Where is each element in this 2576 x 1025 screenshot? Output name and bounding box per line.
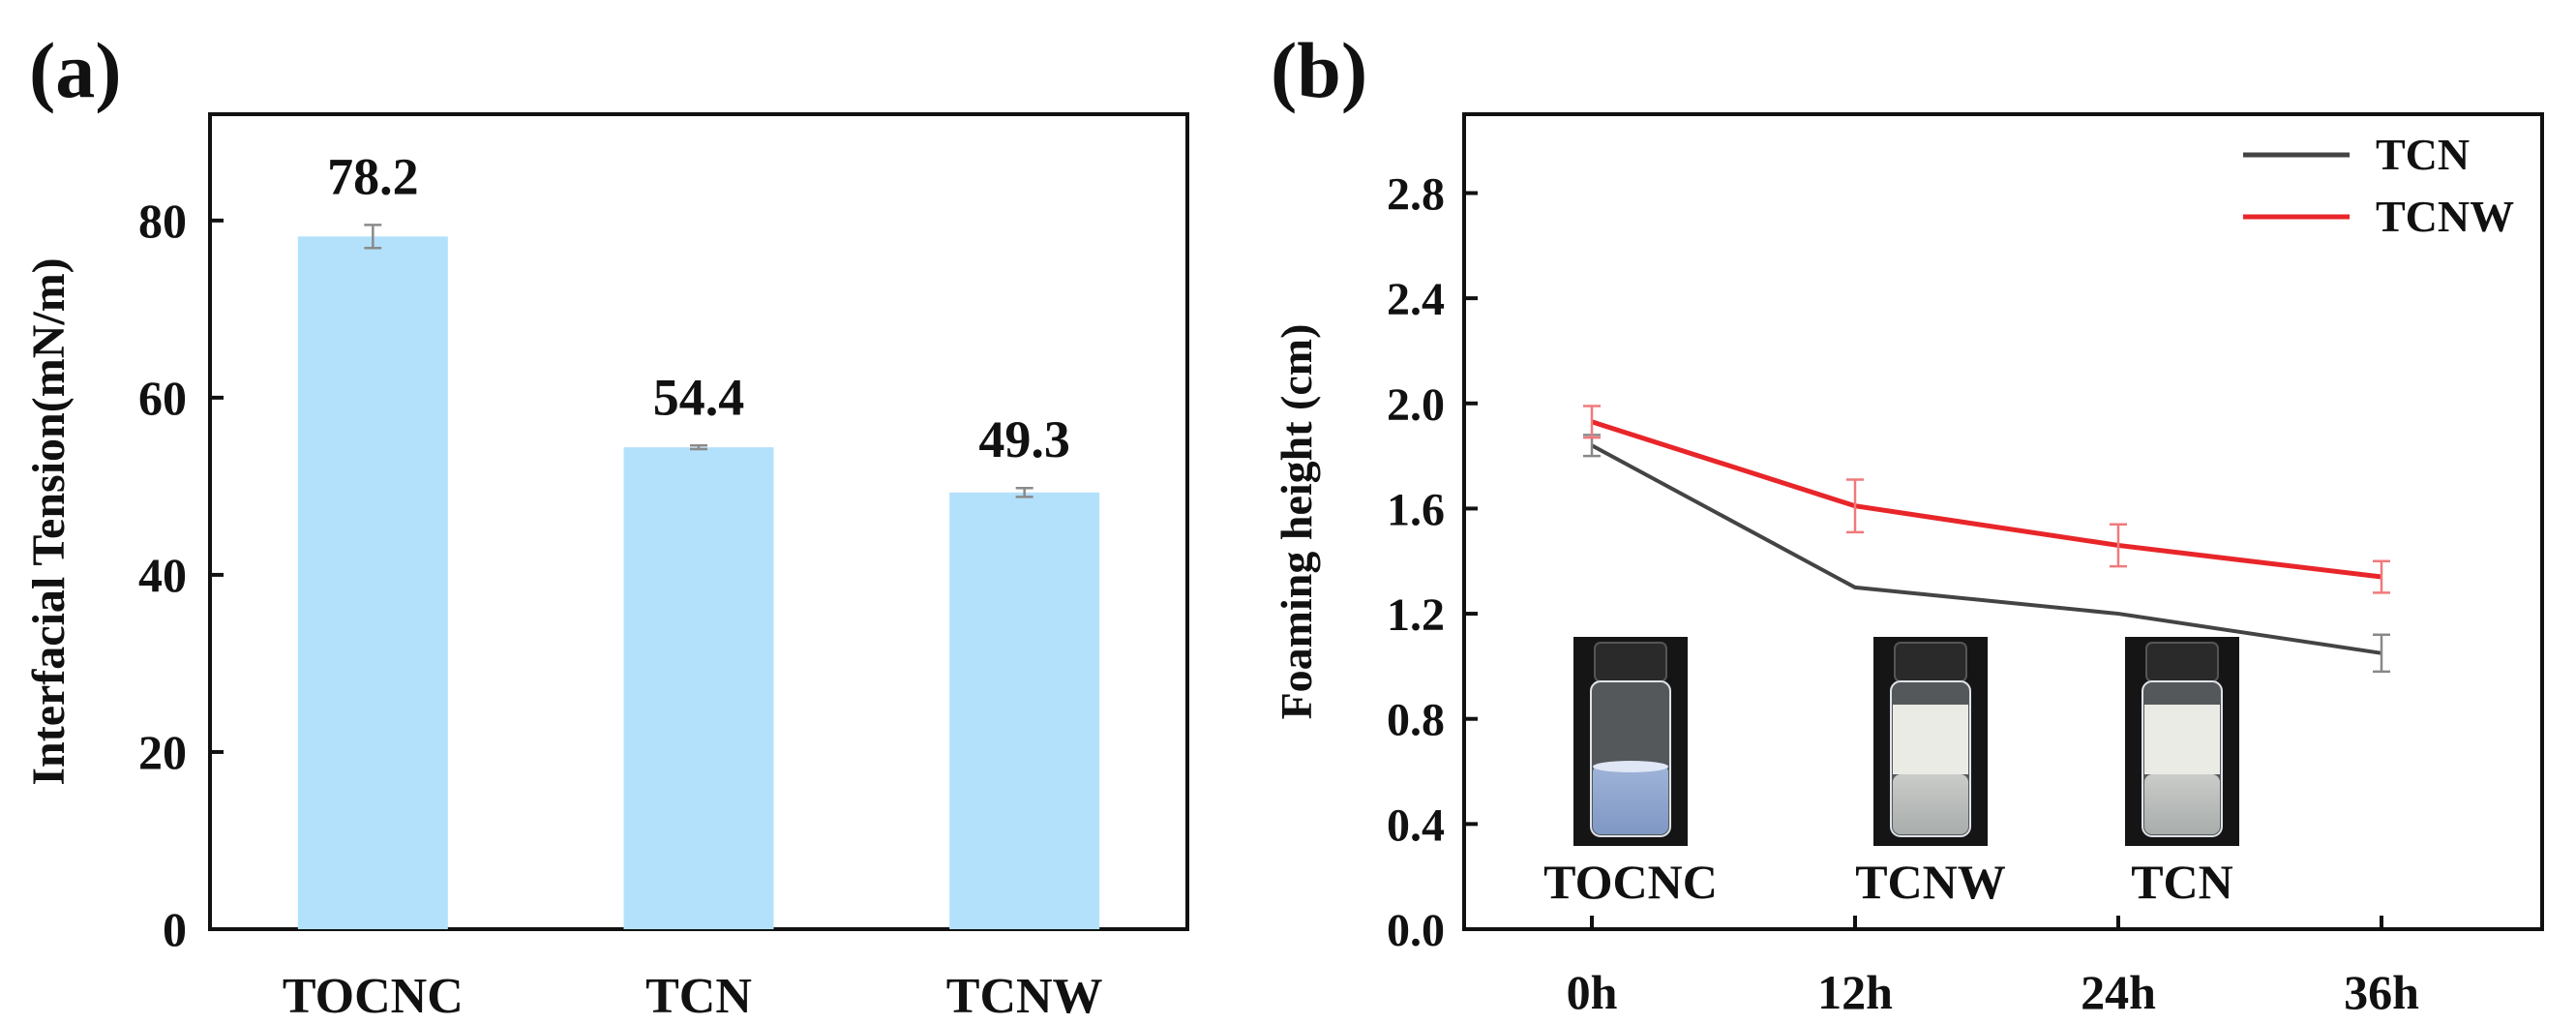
y-tick-label: 0.8 <box>1387 695 1445 746</box>
panel-b-series <box>1583 405 2390 674</box>
panel-b-line-chart: (b) 0.0 0.4 0.8 1.2 1.6 2.0 2.4 2.8 0h 12h 24h 36h… <box>1271 26 2544 1019</box>
y-tick-label: 20 <box>138 725 187 779</box>
legend-label: TCN <box>2376 130 2470 179</box>
error-bar <box>2110 523 2127 568</box>
bar-tcnw <box>949 492 1100 929</box>
y-tick-label: 2.0 <box>1387 379 1445 431</box>
panel-a-y-axis: 0 20 40 60 80 <box>138 194 224 956</box>
x-tick-label: 24h <box>2081 965 2156 1019</box>
error-bar <box>690 444 707 451</box>
y-tick-label: 0.4 <box>1387 799 1445 851</box>
vial-liquid <box>2144 774 2220 834</box>
bar-value-label: 54.4 <box>653 368 745 426</box>
y-tick-label: 0.0 <box>1387 905 1445 956</box>
panel-b-x-axis: 0h 12h 24h 36h <box>1567 916 2419 1019</box>
panel-b-legend: TCN TCNW <box>2243 130 2514 241</box>
vial-liquid <box>1593 765 1668 834</box>
inset-photo-tcn <box>2125 637 2239 846</box>
panel-b-y-axis-title: Foaming height (cm) <box>1272 324 1321 720</box>
inset-photo-tcnw <box>1873 637 1988 846</box>
y-tick-label: 60 <box>138 371 187 425</box>
error-bar <box>364 224 382 250</box>
panel-b-inset-photos: TOCNC TCNW TCN <box>1543 637 2239 909</box>
vial-cap <box>1594 642 1667 682</box>
series-line-tcnw <box>1591 419 2382 580</box>
vial-foam <box>1893 705 1968 774</box>
x-tick-label: 0h <box>1567 965 1618 1019</box>
vial-liquid <box>1893 774 1968 834</box>
error-bar <box>1015 486 1033 498</box>
inset-photo-label: TCNW <box>1855 855 2006 909</box>
y-tick-label: 40 <box>138 548 187 602</box>
x-tick-label: 36h <box>2344 965 2419 1019</box>
panel-a-y-axis-title: Interfacial Tension(mN/m) <box>23 257 75 785</box>
error-bar <box>2373 633 2390 674</box>
series-line-tcn <box>1591 443 2382 655</box>
error-bar <box>1846 478 1864 534</box>
y-tick-label: 2.4 <box>1387 274 1445 325</box>
error-bar <box>1583 405 1601 439</box>
y-tick-label: 2.8 <box>1387 168 1445 220</box>
vial-cap <box>2145 642 2219 682</box>
x-tick-label: TCN <box>645 969 752 1024</box>
inset-photo-label: TCN <box>2131 855 2233 909</box>
y-tick-label: 1.2 <box>1387 589 1445 641</box>
x-tick-label: TCNW <box>946 969 1103 1024</box>
panel-a-bars: 78.2 54.4 49.3 <box>297 147 1100 930</box>
x-tick-label: TOCNC <box>283 969 464 1024</box>
bar-tocnc <box>297 236 448 930</box>
error-bar <box>2373 559 2390 594</box>
legend-label: TCNW <box>2376 192 2514 241</box>
vial-meniscus <box>1593 761 1668 772</box>
bar-value-label: 49.3 <box>978 410 1070 468</box>
y-tick-label: 0 <box>163 902 187 956</box>
panel-a-x-axis: TOCNC TCN TCNW <box>283 969 1103 1024</box>
y-tick-label: 80 <box>138 194 187 248</box>
vial-foam <box>2144 705 2220 774</box>
x-tick-label: 12h <box>1817 965 1893 1019</box>
panel-b-plot-frame <box>1462 112 2544 931</box>
panel-b-y-axis: 0.0 0.4 0.8 1.2 1.6 2.0 2.4 2.8 <box>1387 168 1478 956</box>
y-tick-label: 1.6 <box>1387 484 1445 535</box>
vial-cap <box>1894 642 1967 682</box>
panel-b-label: (b) <box>1271 26 1367 114</box>
inset-photo-tocnc <box>1573 637 1688 846</box>
bar-value-label: 78.2 <box>327 147 419 205</box>
panel-a-label: (a) <box>29 26 122 114</box>
inset-photo-label: TOCNC <box>1543 855 1718 909</box>
bar-tcn <box>623 447 774 929</box>
